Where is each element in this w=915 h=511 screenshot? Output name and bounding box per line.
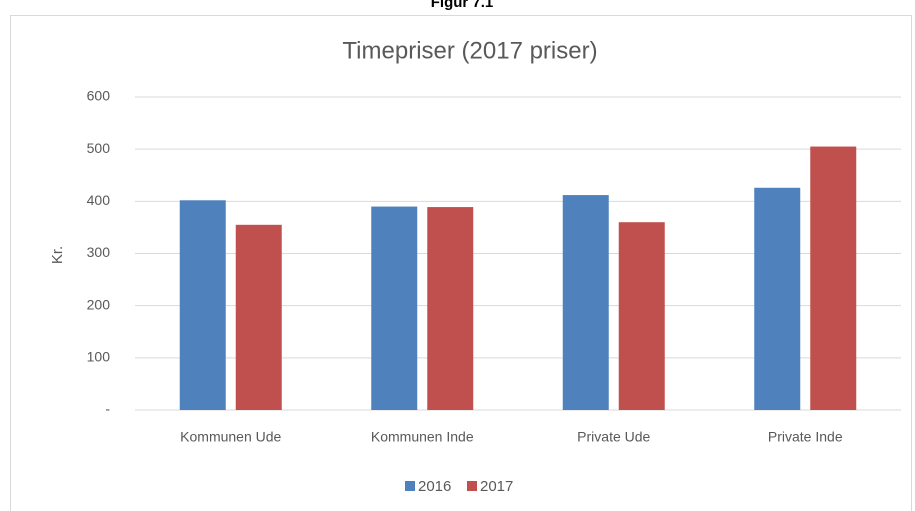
x-tick-label: Private Inde [768,429,843,445]
y-tick-label: 300 [87,244,111,260]
legend-swatch [467,481,477,491]
x-tick-label: Private Ude [577,429,650,445]
y-tick-label: 100 [87,349,111,365]
bar [754,187,801,410]
bar [562,195,609,410]
y-axis-label: Kr. [49,246,66,264]
bar [371,206,418,410]
y-tick-label: - [105,401,110,417]
legend-swatch [405,481,415,491]
bar [810,146,857,410]
y-tick-label: 500 [87,140,111,156]
x-tick-label: Kommunen Ude [180,429,281,445]
figure-label: Figur 7.1 [431,0,494,11]
legend-label: 2016 [418,478,451,495]
bar [427,207,474,410]
bar [618,222,665,410]
bar [179,200,226,410]
y-tick-label: 600 [87,88,111,104]
legend-label: 2017 [480,478,513,495]
bar [235,224,282,410]
y-tick-label: 400 [87,192,111,208]
x-tick-label: Kommunen Inde [371,429,474,445]
y-tick-label: 200 [87,296,111,312]
chart-title: Timepriser (2017 priser) [342,37,597,64]
